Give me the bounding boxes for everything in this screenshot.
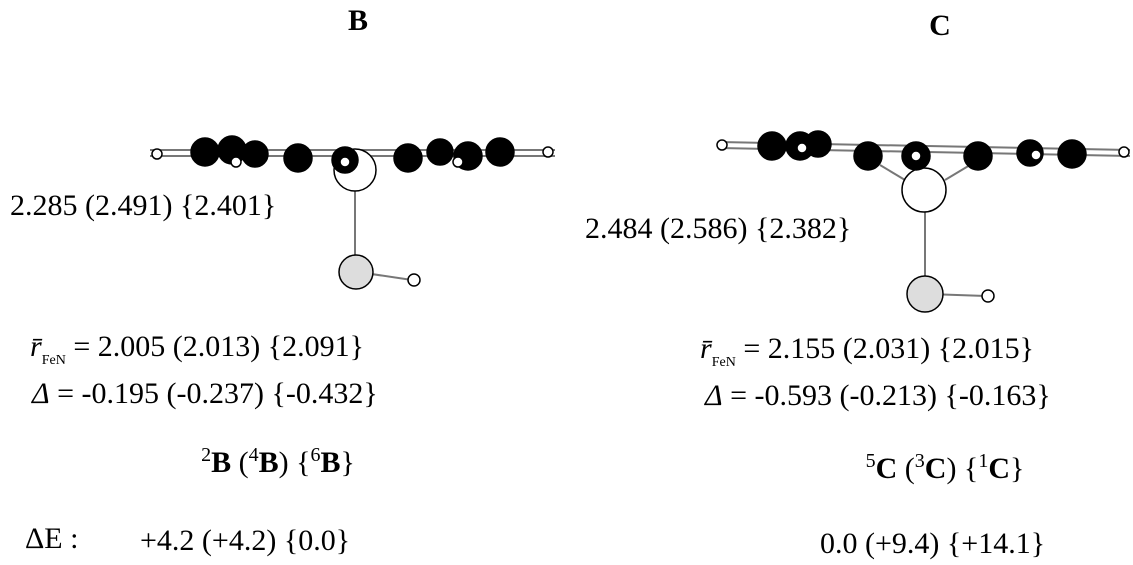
- mean-fe-n: r̄FeN = 2.005 (2.013) {2.091}: [30, 330, 364, 368]
- state-part: (: [231, 446, 249, 479]
- spin-states: 5C (3C) {1C}: [866, 450, 1025, 485]
- state-part: C: [925, 452, 947, 485]
- state-part: ) {: [946, 452, 978, 485]
- state-part: C: [988, 452, 1010, 485]
- value: = -0.195 (-0.237) {-0.432}: [50, 377, 378, 410]
- state-part: 3: [915, 450, 925, 472]
- subscript: FeN: [712, 355, 736, 370]
- state-part: B: [321, 446, 341, 479]
- bond-length: 2.285 (2.491) {2.401}: [10, 189, 276, 222]
- figure: ΔE : B 2.285 (2.491) {2.401} r̄FeN = 2.005…: [0, 0, 1133, 565]
- panel-title: B: [348, 4, 368, 37]
- subscript: FeN: [42, 353, 66, 368]
- spin-states: 2B (4B) {6B}: [201, 444, 355, 479]
- bond-length: 2.484 (2.586) {2.382}: [585, 212, 851, 245]
- energy-label: ΔE :: [25, 522, 78, 555]
- energy: 0.0 (+9.4) {+14.1}: [820, 527, 1045, 560]
- state-part: 2: [201, 444, 211, 466]
- energy: +4.2 (+4.2) {0.0}: [140, 524, 350, 557]
- state-part: 4: [249, 444, 259, 466]
- state-part: (: [897, 452, 915, 485]
- state-part: C: [876, 452, 898, 485]
- state-part: }: [1010, 452, 1024, 485]
- state-part: 5: [866, 450, 876, 472]
- delta: Δ = -0.195 (-0.237) {-0.432}: [31, 377, 378, 410]
- state-part: B: [211, 446, 231, 479]
- state-part: 6: [311, 444, 321, 466]
- mean-fe-n: r̄FeN = 2.155 (2.031) {2.015}: [700, 332, 1034, 370]
- state-part: ) {: [279, 446, 311, 479]
- state-part: 1: [978, 450, 988, 472]
- state-part: B: [259, 446, 279, 479]
- symbol: Δ: [31, 377, 50, 410]
- value: = -0.593 (-0.213) {-0.163}: [723, 379, 1051, 412]
- value: = 2.155 (2.031) {2.015}: [736, 332, 1034, 365]
- delta: Δ = -0.593 (-0.213) {-0.163}: [704, 379, 1051, 412]
- panel-title: C: [929, 9, 951, 42]
- value: = 2.005 (2.013) {2.091}: [66, 330, 364, 363]
- state-part: }: [341, 446, 355, 479]
- symbol: Δ: [704, 379, 723, 412]
